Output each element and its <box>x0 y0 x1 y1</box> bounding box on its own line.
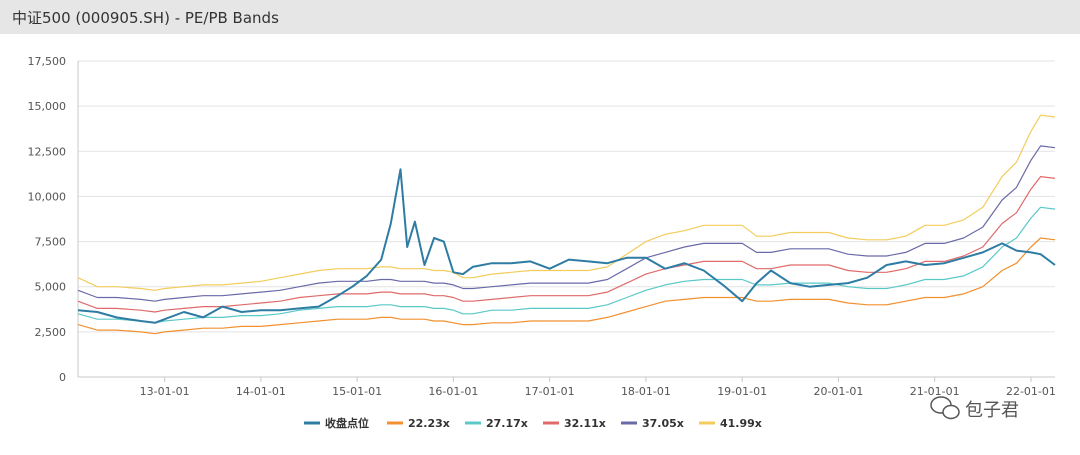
x-tick-label: 14-01-01 <box>236 385 286 398</box>
y-tick-label: 10,000 <box>28 190 67 203</box>
title-bar: 中证500 (000905.SH) - PE/PB Bands <box>0 0 1080 34</box>
y-tick-label: 12,500 <box>28 145 67 158</box>
legend-label[interactable]: 收盘点位 <box>325 416 369 430</box>
x-tick-label: 17-01-01 <box>525 385 575 398</box>
x-tick-label: 21-01-01 <box>910 385 960 398</box>
series-lines <box>77 114 1056 335</box>
x-tick-label: 18-01-01 <box>621 385 671 398</box>
series-line-37_05x <box>77 145 1056 302</box>
series-line-22_23x <box>77 237 1056 335</box>
series-line-close <box>77 168 1056 324</box>
y-tick-label: 15,000 <box>28 100 67 113</box>
axes: 0 2,500 5,000 7,500 10,000 12,500 15,000 17,500… <box>28 55 1056 398</box>
chart-panel <box>0 34 1080 455</box>
wechat-icon <box>930 396 960 420</box>
x-tick-label: 13-01-01 <box>140 385 190 398</box>
watermark: 包子君 <box>930 396 1019 421</box>
legend-label[interactable]: 41.99x <box>720 417 762 430</box>
y-tick-label: 7,500 <box>35 236 67 249</box>
legend: 收盘点位 22.23x 27.17x 32.11x 37.05x 41.99x <box>304 416 762 430</box>
y-tick-label: 17,500 <box>28 55 67 68</box>
x-tick-label: 19-01-01 <box>717 385 767 398</box>
y-tick-label: 2,500 <box>35 326 67 339</box>
grid-lines <box>78 60 1055 378</box>
x-tick-label: 20-01-01 <box>813 385 863 398</box>
series-line-27_17x <box>77 206 1056 324</box>
x-tick-label: 22-01-01 <box>1006 385 1056 398</box>
series-line-41_99x <box>77 114 1056 291</box>
series-line-32_11x <box>77 176 1056 313</box>
legend-label[interactable]: 37.05x <box>642 417 684 430</box>
y-tick-label: 5,000 <box>35 281 67 294</box>
legend-label[interactable]: 32.11x <box>564 417 606 430</box>
x-tick-label: 15-01-01 <box>332 385 382 398</box>
x-tick-label: 16-01-01 <box>428 385 478 398</box>
watermark-text: 包子君 <box>965 400 1019 421</box>
y-tick-label: 0 <box>59 371 66 384</box>
window-title: 中证500 (000905.SH) - PE/PB Bands <box>12 9 279 27</box>
legend-label[interactable]: 27.17x <box>486 417 528 430</box>
legend-label[interactable]: 22.23x <box>408 417 450 430</box>
